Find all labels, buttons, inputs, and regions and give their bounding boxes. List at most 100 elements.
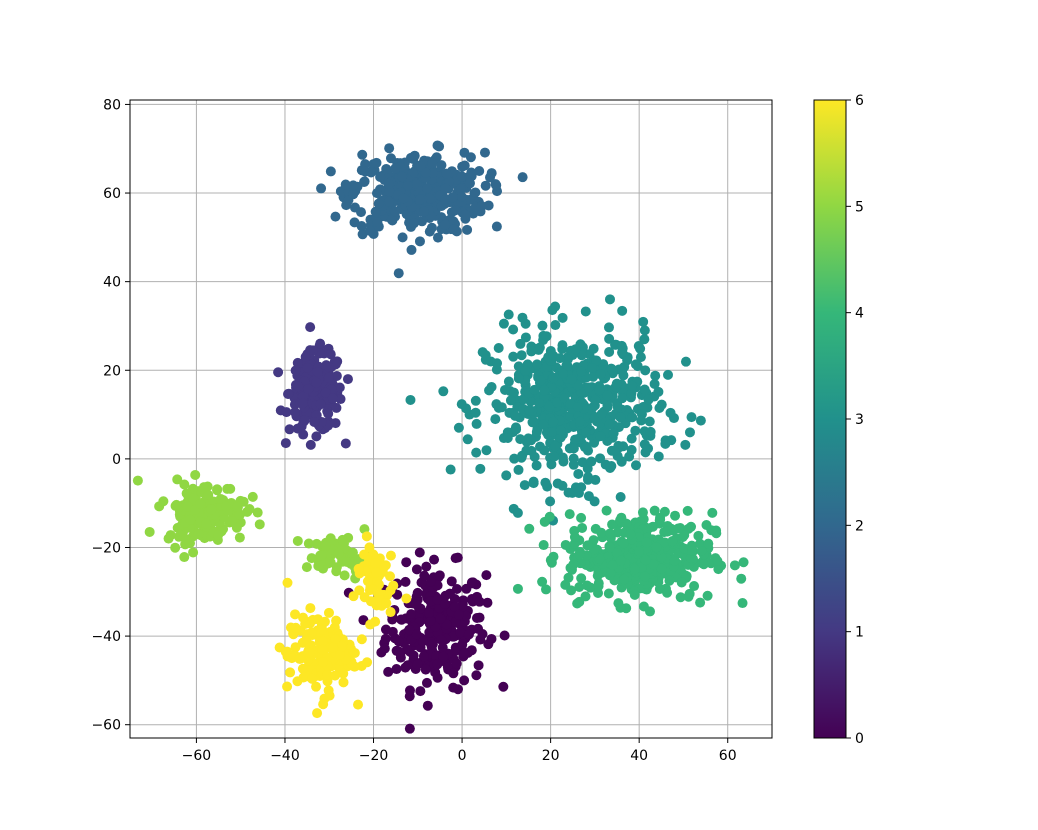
- scatter-point: [179, 479, 190, 490]
- scatter-point: [503, 376, 514, 387]
- scatter-point: [466, 167, 477, 178]
- scatter-point: [412, 587, 423, 598]
- scatter-point: [331, 566, 342, 577]
- scatter-point: [420, 664, 431, 675]
- scatter-point: [234, 532, 245, 543]
- scatter-point: [371, 157, 382, 168]
- scatter-point: [423, 607, 434, 618]
- scatter-point: [481, 570, 492, 581]
- scatter-point: [583, 382, 594, 393]
- scatter-point: [591, 355, 602, 366]
- scatter-point: [370, 558, 381, 569]
- scatter-point: [679, 543, 690, 554]
- scatter-point: [653, 386, 664, 397]
- scatter-point: [538, 419, 549, 430]
- scatter-point: [411, 179, 422, 190]
- scatter-point: [680, 356, 691, 367]
- scatter-point: [445, 464, 456, 475]
- scatter-point: [505, 395, 516, 406]
- scatter-point: [618, 370, 629, 381]
- scatter-point: [635, 343, 646, 354]
- colorbar: 0 1 2 3 4 5 6: [813, 93, 864, 747]
- scatter-point: [552, 478, 563, 489]
- scatter-point: [557, 452, 568, 463]
- x-tick-label: 0: [458, 748, 467, 764]
- x-tick-label: 60: [719, 748, 737, 764]
- scatter-point: [466, 577, 477, 588]
- scatter-point: [566, 374, 577, 385]
- scatter-point: [583, 472, 594, 483]
- scatter-point: [297, 663, 308, 674]
- scatter-point: [738, 557, 749, 568]
- scatter-point: [384, 143, 395, 154]
- scatter-point: [362, 657, 373, 668]
- scatter-point: [649, 505, 660, 516]
- scatter-point: [695, 597, 706, 608]
- scatter-point: [682, 505, 693, 516]
- scatter-point: [448, 668, 459, 679]
- scatter-point: [305, 322, 316, 333]
- scatter-point: [596, 408, 607, 419]
- scatter-point: [475, 634, 486, 645]
- scatter-point: [444, 588, 455, 599]
- scatter-point: [317, 636, 328, 647]
- scatter-point: [436, 634, 447, 645]
- scatter-point: [334, 649, 345, 660]
- scatter-point: [455, 183, 466, 194]
- scatter-point: [607, 519, 618, 530]
- scatter-point: [552, 397, 563, 408]
- scatter-point: [576, 350, 587, 361]
- y-tick-label: 60: [103, 186, 121, 202]
- scatter-point: [550, 320, 561, 331]
- scatter-point: [473, 660, 484, 671]
- scatter-point: [630, 425, 641, 436]
- scatter-point: [440, 183, 451, 194]
- scatter-point: [464, 178, 475, 189]
- scatter-point: [634, 546, 645, 557]
- colorbar-tick-label: 4: [855, 306, 864, 322]
- scatter-point: [608, 428, 619, 439]
- scatter-point: [321, 360, 332, 371]
- scatter-point: [302, 362, 313, 373]
- scatter-point: [577, 522, 588, 533]
- scatter-point: [401, 593, 412, 604]
- scatter-point: [182, 501, 193, 512]
- scatter-point: [439, 598, 450, 609]
- scatter-point: [300, 351, 311, 362]
- scatter-point: [385, 585, 396, 596]
- scatter-point: [312, 708, 323, 719]
- scatter-point: [491, 180, 502, 191]
- scatter-point: [252, 507, 263, 518]
- scatter-point: [524, 405, 535, 416]
- scatter-point: [605, 542, 616, 553]
- scatter-point: [203, 489, 214, 500]
- scatter-point: [305, 603, 316, 614]
- scatter-point: [316, 550, 327, 561]
- scatter-point: [629, 589, 640, 600]
- scatter-point: [572, 402, 583, 413]
- y-tick-label: −60: [91, 718, 121, 734]
- scatter-point: [581, 426, 592, 437]
- scatter-point: [519, 480, 530, 491]
- scatter-point: [470, 187, 481, 198]
- scatter-point: [286, 653, 297, 664]
- scatter-point: [471, 670, 482, 681]
- scatter-point: [475, 463, 486, 474]
- scatter-point: [347, 547, 358, 558]
- scatter-point: [421, 677, 432, 688]
- scatter-point: [436, 160, 447, 171]
- scatter-point: [538, 540, 549, 551]
- scatter-point: [603, 322, 614, 333]
- scatter-point: [641, 537, 652, 548]
- scatter-point: [247, 491, 258, 502]
- scatter-point: [655, 514, 666, 525]
- scatter-point: [432, 659, 443, 670]
- scatter-point: [406, 609, 417, 620]
- scatter-point: [421, 561, 432, 572]
- scatter-point: [586, 363, 597, 374]
- scatter-point: [402, 180, 413, 191]
- scatter-point: [693, 530, 704, 541]
- scatter-point: [689, 581, 700, 592]
- scatter-point: [419, 206, 430, 217]
- scatter-point: [615, 555, 626, 566]
